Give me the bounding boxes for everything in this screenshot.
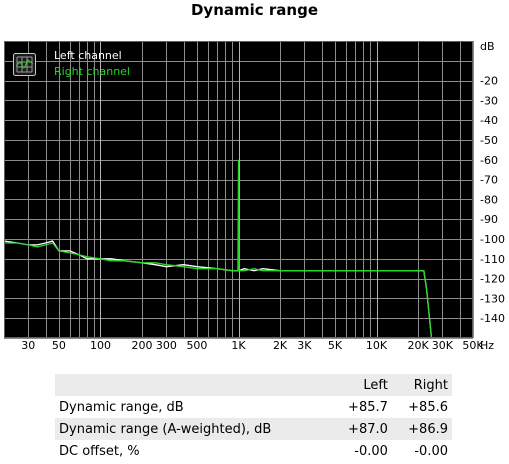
y-tick-label: -100 bbox=[480, 233, 505, 246]
y-tick-label: -20 bbox=[480, 75, 498, 88]
plot-area: -20 -30 -40 -50 -60 -70 -80 -90 -100 -110 -120 -130… bbox=[4, 40, 505, 352]
y-tick-label: -70 bbox=[480, 174, 498, 187]
x-tick-label: 1K bbox=[231, 339, 246, 352]
row-left-value: +87.0 bbox=[348, 421, 388, 437]
table-header-right: Right bbox=[413, 377, 448, 393]
x-tick-label: 30K bbox=[432, 339, 454, 352]
x-tick-label: 20K bbox=[407, 339, 429, 352]
row-left-value: +85.7 bbox=[348, 399, 388, 415]
legend-icon-wave bbox=[15, 59, 34, 69]
x-tick-label: 200 bbox=[132, 339, 153, 352]
x-tick-label: 50K bbox=[462, 339, 484, 352]
table-row: Dynamic range, dB +85.7 +85.6 bbox=[55, 396, 452, 418]
x-tick-label: 500 bbox=[186, 339, 207, 352]
series-line-right bbox=[4, 159, 433, 338]
x-tick-label: 100 bbox=[90, 339, 111, 352]
y-tick-label: -80 bbox=[480, 193, 498, 206]
y-tick-label: -60 bbox=[480, 154, 498, 167]
row-label: Dynamic range (A-weighted), dB bbox=[59, 421, 272, 437]
x-tick-label: 10K bbox=[366, 339, 388, 352]
chart-title: Dynamic range bbox=[190, 1, 319, 19]
table-row: Dynamic range (A-weighted), dB +87.0 +86… bbox=[55, 418, 452, 440]
table-header-row: Left Right bbox=[55, 374, 452, 396]
results-table: Left Right Dynamic range, dB +85.7 +85.6… bbox=[55, 374, 452, 462]
y-tick-label: -110 bbox=[480, 253, 505, 266]
x-tick-label: 50 bbox=[52, 339, 66, 352]
y-tick-label: -90 bbox=[480, 213, 498, 226]
x-tick-label: 30 bbox=[21, 339, 35, 352]
x-tick-label: 300 bbox=[156, 339, 177, 352]
y-unit-label: dB bbox=[480, 40, 495, 53]
x-tick-label: 5K bbox=[328, 339, 343, 352]
x-tick-label: 2K bbox=[273, 339, 288, 352]
legend-icon bbox=[13, 53, 36, 76]
table-row: DC offset, % -0.00 -0.00 bbox=[55, 440, 452, 462]
row-right-value: +85.6 bbox=[408, 399, 448, 415]
legend-entry-left: Left channel bbox=[54, 49, 122, 62]
x-unit-label: Hz bbox=[480, 339, 494, 352]
row-label: Dynamic range, dB bbox=[59, 399, 184, 415]
legend-entry-right: Right channel bbox=[54, 65, 130, 78]
y-tick-label: -30 bbox=[480, 94, 498, 107]
y-tick-label: -50 bbox=[480, 134, 498, 147]
row-left-value: -0.00 bbox=[354, 443, 388, 459]
y-tick-label: -40 bbox=[480, 114, 498, 127]
row-label: DC offset, % bbox=[59, 443, 140, 459]
x-tick-label: 3K bbox=[297, 339, 312, 352]
y-tick-label: -140 bbox=[480, 312, 505, 325]
row-right-value: +86.9 bbox=[408, 421, 448, 437]
row-right-value: -0.00 bbox=[414, 443, 448, 459]
plot-frame bbox=[4, 41, 473, 338]
table-header-label bbox=[55, 374, 332, 396]
table-header-left: Left bbox=[363, 377, 388, 393]
y-tick-label: -130 bbox=[480, 292, 505, 305]
y-tick-label: -120 bbox=[480, 273, 505, 286]
